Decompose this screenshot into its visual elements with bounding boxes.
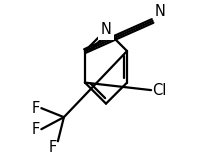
Text: F: F (32, 101, 40, 116)
Text: F: F (32, 122, 40, 137)
Text: Cl: Cl (153, 83, 167, 98)
Text: N: N (101, 22, 111, 37)
Text: N: N (155, 4, 166, 19)
Text: F: F (48, 140, 56, 155)
